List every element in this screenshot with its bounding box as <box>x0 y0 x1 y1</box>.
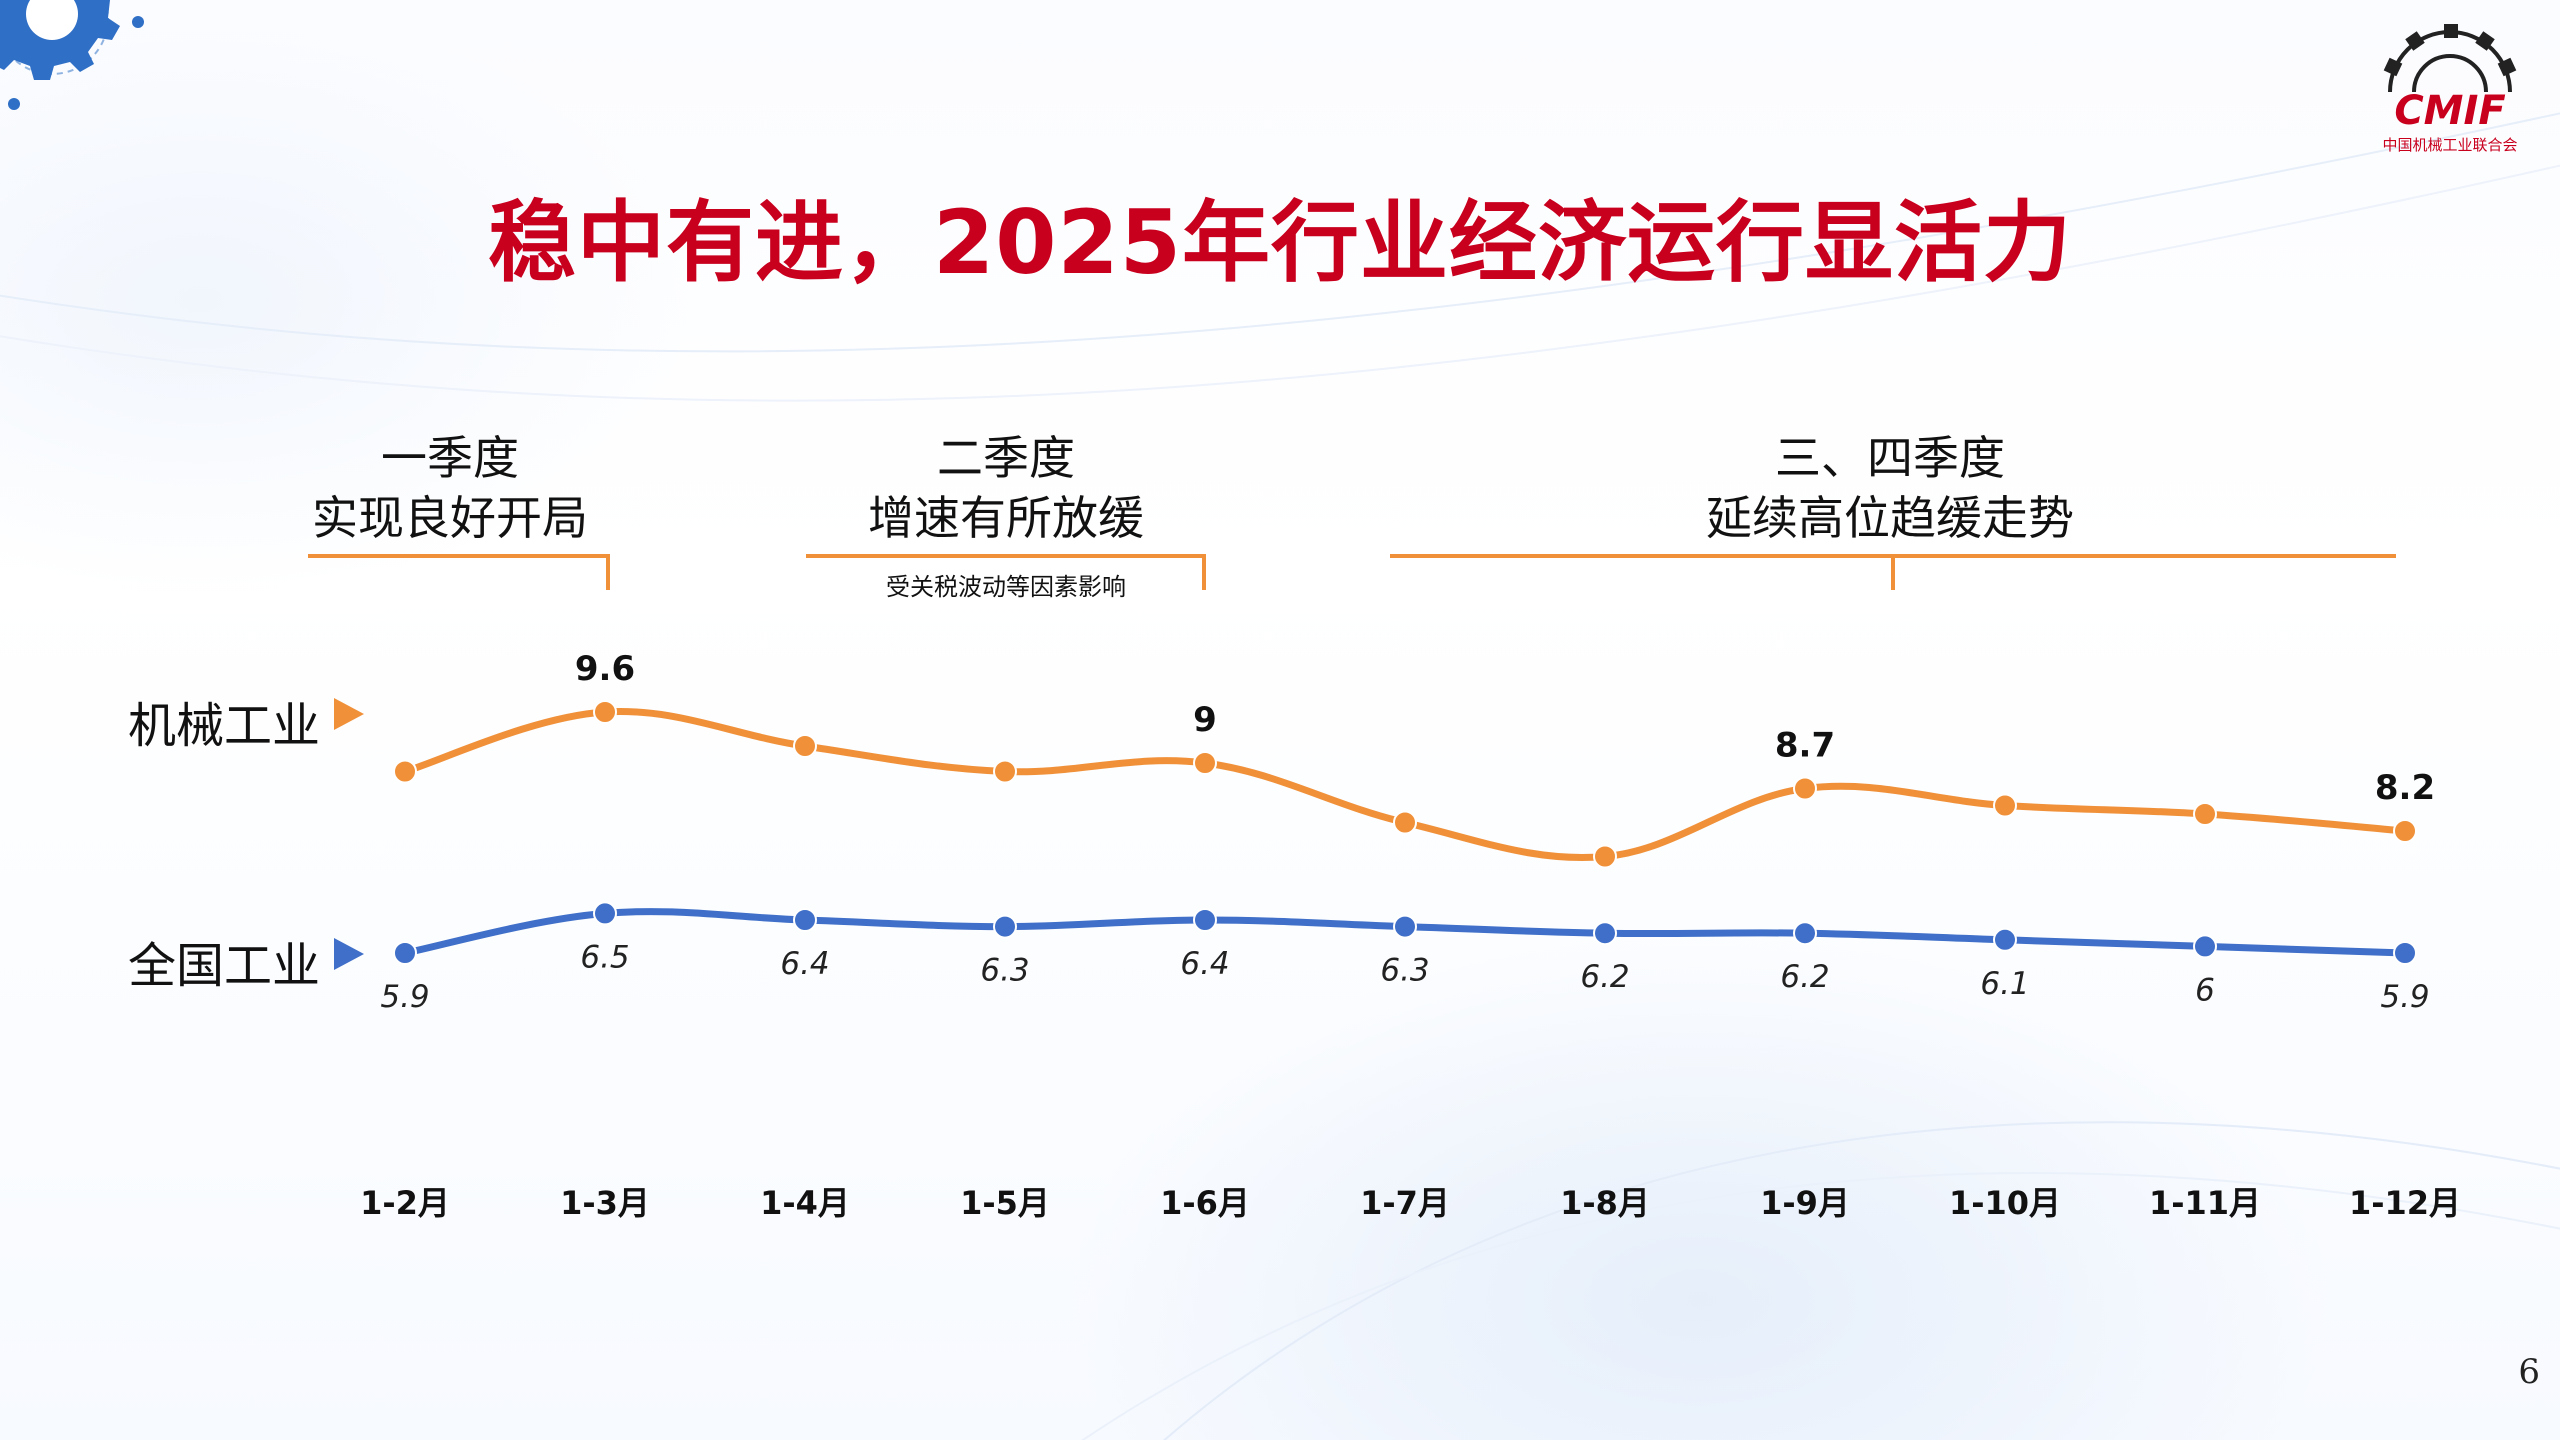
phase-q3q4-line1: 三、四季度 <box>1775 431 2005 485</box>
phase-q2: 二季度 增速有所放缓 受关税波动等因素影响 <box>806 428 1206 604</box>
data-point-0-8 <box>1993 793 2017 818</box>
phase-q1: 一季度 实现良好开局 <box>280 428 620 548</box>
x-tick-label-4: 1-6月 <box>1160 1184 1250 1222</box>
data-point-0-6 <box>1593 844 1617 869</box>
data-point-1-8 <box>1993 927 2017 952</box>
data-label-1-5: 6.3 <box>1380 953 1429 989</box>
data-point-1-4 <box>1193 908 1217 932</box>
data-point-0-7 <box>1793 776 1817 801</box>
slide-title: 稳中有进，2025年行业经济运行显活力 <box>488 191 2072 294</box>
x-tick-label-6: 1-8月 <box>1560 1184 1650 1222</box>
phase-q2-line1: 二季度 <box>937 431 1075 485</box>
series-label-national: 全国工业 <box>128 938 321 994</box>
data-point-1-5 <box>1393 914 1417 939</box>
x-tick-label-9: 1-11月 <box>2149 1184 2261 1222</box>
gear-icon <box>0 0 144 110</box>
data-point-1-7 <box>1793 921 1817 946</box>
logo-subtitle: 中国机械工业联合会 <box>2382 136 2518 154</box>
data-point-0-1 <box>593 700 617 724</box>
data-label-1-4: 6.4 <box>1180 946 1229 982</box>
series-line-0 <box>401 708 2409 861</box>
data-point-0-10 <box>2393 819 2417 843</box>
data-label-1-2: 6.4 <box>780 946 829 982</box>
data-label-0-1: 9.6 <box>575 649 635 689</box>
x-tick-label-2: 1-4月 <box>760 1184 850 1222</box>
data-label-1-9: 6 <box>2195 972 2215 1008</box>
logo-mark: CMIF <box>2394 88 2505 134</box>
series-label-machinery: 机械工业 <box>128 698 321 754</box>
x-tick-label-10: 1-12月 <box>2349 1184 2461 1222</box>
phase-q3q4: 三、四季度 延续高位趋缓走势 <box>1640 428 2140 548</box>
data-label-0-7: 8.7 <box>1775 726 1835 766</box>
page-number: 6 <box>2518 1352 2540 1392</box>
data-label-1-8: 6.1 <box>1980 966 2029 1002</box>
phase-q3q4-line2: 延续高位趋缓走势 <box>1706 491 2074 545</box>
data-point-1-0 <box>393 941 417 965</box>
data-label-1-3: 6.3 <box>980 953 1029 989</box>
data-point-1-9 <box>2193 934 2217 959</box>
data-label-1-6: 6.2 <box>1580 959 1629 995</box>
data-point-1-3 <box>993 914 1017 939</box>
data-label-1-10: 5.9 <box>2380 979 2429 1015</box>
data-label-1-0: 5.9 <box>380 979 429 1015</box>
cmif-logo: CMIF 中国机械工业联合会 <box>2360 22 2540 162</box>
data-point-1-2 <box>793 908 817 932</box>
data-point-0-5 <box>1393 810 1417 835</box>
data-point-0-0 <box>393 759 417 784</box>
data-point-1-6 <box>1593 921 1617 946</box>
machinery-arrow-icon <box>334 698 364 730</box>
x-tick-label-5: 1-7月 <box>1360 1184 1450 1222</box>
x-tick-label-0: 1-2月 <box>360 1184 450 1222</box>
data-label-1-1: 6.5 <box>580 939 629 975</box>
phase-q1-line2: 实现良好开局 <box>312 491 588 545</box>
data-label-1-7: 6.2 <box>1780 959 1829 995</box>
data-point-1-10 <box>2393 941 2417 965</box>
bracket-q1 <box>308 554 610 590</box>
data-point-0-9 <box>2193 802 2217 826</box>
bracket-q3q4 <box>1390 554 2396 590</box>
national-arrow-icon <box>334 938 364 970</box>
x-tick-label-7: 1-9月 <box>1760 1184 1850 1222</box>
phase-q2-line2: 增速有所放缓 <box>868 491 1144 545</box>
data-point-0-4 <box>1193 751 1217 775</box>
x-tick-label-8: 1-10月 <box>1949 1184 2061 1222</box>
cmif-gear-mark: CMIF <box>2383 24 2517 134</box>
phase-q1-line1: 一季度 <box>381 431 519 485</box>
data-point-0-2 <box>793 734 817 758</box>
data-point-1-1 <box>593 901 617 926</box>
data-point-0-3 <box>993 759 1017 784</box>
data-label-0-10: 8.2 <box>2375 768 2435 808</box>
data-label-0-4: 9 <box>1193 700 1217 740</box>
bracket-q2 <box>806 554 1206 590</box>
x-tick-label-1: 1-3月 <box>560 1184 650 1222</box>
phase-q2-note: 受关税波动等因素影响 <box>886 573 1126 601</box>
x-tick-label-3: 1-5月 <box>960 1184 1050 1222</box>
